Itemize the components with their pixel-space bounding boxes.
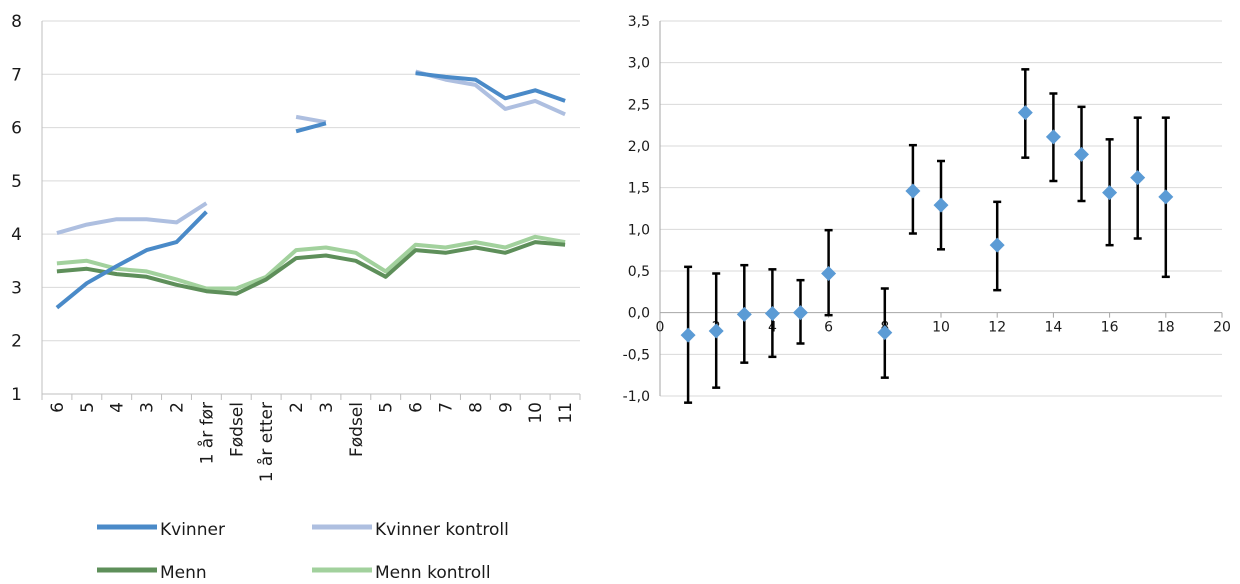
x-tick-label: 2 xyxy=(287,402,307,413)
x-tick-label: 3 xyxy=(138,402,158,413)
x-tick-label: 5 xyxy=(377,402,397,413)
y-tick-label: 3,5 xyxy=(628,14,650,30)
data-point-marker xyxy=(933,197,949,213)
y-tick-label: 3,0 xyxy=(628,56,650,72)
x-tick-label: 11 xyxy=(556,402,576,424)
data-point-marker xyxy=(1130,170,1146,186)
x-tick-label: 3 xyxy=(317,402,337,413)
data-point-marker xyxy=(989,237,1005,253)
series-line-2 xyxy=(56,240,566,296)
y-tick-label: 4 xyxy=(11,225,22,245)
y-tick-label: 3 xyxy=(11,278,22,298)
series-line-3 xyxy=(56,234,566,291)
x-tick-label: 6 xyxy=(407,402,427,413)
legend-label: Menn kontroll xyxy=(375,563,491,583)
data-point-marker xyxy=(905,183,921,199)
x-tick-label: 0 xyxy=(656,320,665,336)
series-line-0 xyxy=(415,71,566,103)
data-point-marker xyxy=(1045,129,1061,145)
y-tick-label: 1,5 xyxy=(628,181,650,197)
data-point-marker xyxy=(680,327,696,343)
data-point-marker xyxy=(1017,105,1033,121)
x-tick-label: 6 xyxy=(824,320,833,336)
x-tick-label: 14 xyxy=(1044,320,1062,336)
x-tick-label: 10 xyxy=(526,402,546,424)
x-tick-label: Fødsel xyxy=(227,402,247,457)
x-tick-label: Fødsel xyxy=(347,402,367,457)
x-tick-label: 1 år etter xyxy=(256,402,277,482)
y-tick-label: 8 xyxy=(11,12,22,32)
series-line-1 xyxy=(56,201,208,236)
y-tick-label: 2,0 xyxy=(628,139,650,155)
legend-label: Kvinner xyxy=(160,520,225,540)
legend-label: Menn xyxy=(160,563,207,583)
y-tick-label: -1,0 xyxy=(623,389,650,405)
y-tick-label: 2 xyxy=(11,332,22,352)
y-tick-label: 0,0 xyxy=(628,306,650,322)
y-tick-label: 0,5 xyxy=(628,264,650,280)
data-point-marker xyxy=(821,266,837,281)
y-tick-label: 5 xyxy=(11,172,22,192)
data-point-marker xyxy=(736,306,752,322)
x-tick-label: 7 xyxy=(437,402,457,413)
x-tick-label: 10 xyxy=(932,320,950,336)
x-tick-label: 16 xyxy=(1101,320,1119,336)
x-tick-label: 12 xyxy=(988,320,1006,336)
x-tick-label: 6 xyxy=(48,402,68,413)
data-point-marker xyxy=(708,323,724,339)
y-tick-label: 6 xyxy=(11,119,22,139)
x-tick-label: 9 xyxy=(496,402,516,413)
x-tick-label: 5 xyxy=(78,402,98,413)
legend: Kvinner Kvinner kontroll Menn Menn kontroll xyxy=(97,520,509,583)
series-line-0 xyxy=(55,210,208,310)
data-point-marker xyxy=(1158,189,1174,205)
data-point-marker xyxy=(764,306,780,321)
x-tick-label: 4 xyxy=(108,402,128,413)
x-tick-label: 8 xyxy=(466,402,486,413)
x-tick-label: 2 xyxy=(168,402,188,413)
x-tick-label: 18 xyxy=(1157,320,1175,336)
data-point-marker xyxy=(877,325,893,341)
data-point-marker xyxy=(793,305,808,321)
y-tick-label: 1,0 xyxy=(628,222,650,238)
y-tick-label: 7 xyxy=(11,65,22,85)
legend-label: Kvinner kontroll xyxy=(375,520,509,540)
series-line-1 xyxy=(295,114,327,125)
series-line-0 xyxy=(295,121,327,134)
x-tick-label: 20 xyxy=(1213,320,1231,336)
y-tick-label: 2,5 xyxy=(628,97,650,113)
x-tick-label: 1 år før xyxy=(196,402,217,464)
data-point-marker xyxy=(1102,185,1118,201)
y-tick-label: 1 xyxy=(11,385,22,405)
y-tick-label: -0,5 xyxy=(623,347,650,363)
data-point-marker xyxy=(1074,146,1089,162)
right-scatter-chart: -1,0-0,50,00,51,01,52,02,53,03,502468101… xyxy=(623,14,1231,405)
